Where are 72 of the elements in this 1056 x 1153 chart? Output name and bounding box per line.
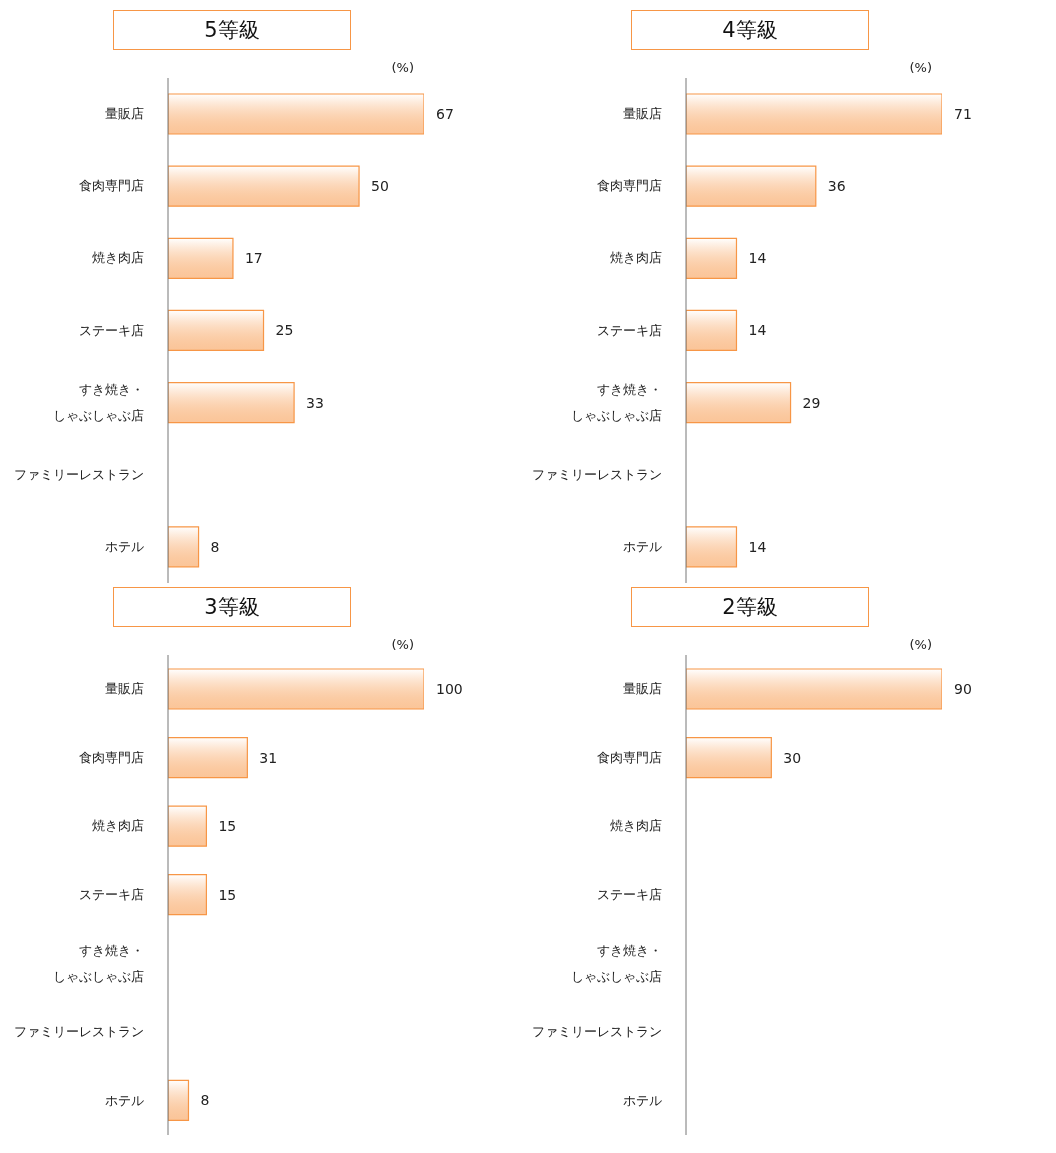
y-tick-label: ファミリーレストラン	[14, 1023, 144, 1039]
y-tick-label: 食肉専門店	[79, 177, 144, 193]
bar	[686, 237, 738, 279]
y-tick-label: すき焼き・しゃぶしゃぶ店	[571, 942, 662, 984]
y-tick-label: 食肉専門店	[597, 177, 662, 193]
bar	[168, 93, 424, 135]
data-label: 36	[827, 178, 846, 195]
bar	[686, 526, 738, 568]
text: (%)	[391, 637, 414, 652]
bar	[168, 526, 200, 568]
bar	[686, 309, 738, 352]
chart-title: 4等級	[631, 10, 869, 50]
y-tick-label: ステーキ店	[597, 322, 662, 337]
bar	[686, 165, 817, 207]
bar	[168, 668, 424, 710]
bar	[686, 381, 792, 424]
data-label: 29	[802, 394, 821, 411]
data-label: 90	[954, 680, 972, 697]
y-tick-label: 量販店	[623, 105, 662, 121]
y-tick-label: ファミリーレストラン	[532, 466, 662, 482]
text: (%)	[391, 60, 414, 75]
data-label: 14	[748, 322, 767, 339]
chart-title: 5等級	[113, 10, 351, 50]
data-label: 8	[210, 538, 220, 555]
y-tick-label: ホテル	[623, 1092, 662, 1108]
y-tick-label: 焼き肉店	[610, 249, 662, 265]
data-label: 14	[748, 250, 767, 267]
y-tick-label: ステーキ店	[79, 886, 144, 902]
y-tick-label: 量販店	[623, 680, 662, 696]
y-tick-label: すき焼き・しゃぶしゃぶ店	[53, 381, 144, 423]
y-tick-label: ファミリーレストラン	[532, 1023, 662, 1039]
bar	[168, 805, 207, 847]
data-label: 71	[954, 105, 972, 122]
bar	[168, 165, 360, 207]
data-label: 50	[371, 178, 389, 195]
y-tick-label: ホテル	[105, 1092, 144, 1108]
y-tick-label: 量販店	[105, 105, 144, 121]
data-label: 31	[259, 749, 278, 766]
data-label: 30	[783, 749, 802, 766]
bar	[168, 736, 248, 779]
data-label: 100	[436, 680, 463, 697]
bar	[168, 237, 234, 279]
data-label: 33	[306, 394, 324, 411]
y-tick-label: 焼き肉店	[610, 817, 662, 833]
chart-title: 2等級	[631, 587, 869, 627]
y-tick-label: 焼き肉店	[92, 249, 144, 265]
y-tick-label: ステーキ店	[597, 886, 662, 902]
data-label: 15	[218, 886, 237, 903]
y-tick-label: ファミリーレストラン	[14, 466, 144, 482]
y-tick-label: ステーキ店	[79, 322, 144, 337]
bar	[168, 381, 295, 424]
y-tick-label: すき焼き・しゃぶしゃぶ店	[571, 381, 662, 423]
text: (%)	[909, 60, 932, 75]
data-label: 17	[244, 250, 263, 267]
bar	[168, 874, 207, 916]
y-tick-label: 食肉専門店	[597, 749, 662, 765]
bar	[168, 309, 265, 352]
y-tick-label: ホテル	[105, 538, 144, 554]
y-tick-label: 焼き肉店	[92, 817, 144, 833]
data-label: 67	[436, 105, 454, 122]
bar	[686, 93, 942, 135]
text: (%)	[909, 637, 932, 652]
data-label: 15	[218, 818, 237, 835]
data-label: 8	[200, 1092, 210, 1109]
bar	[168, 1079, 190, 1122]
chart-title: 3等級	[113, 587, 351, 627]
y-tick-label: 量販店	[105, 680, 144, 696]
y-tick-label: すき焼き・しゃぶしゃぶ店	[53, 942, 144, 984]
y-tick-label: ホテル	[623, 538, 662, 554]
y-tick-label: 食肉専門店	[79, 749, 144, 765]
data-label: 14	[748, 538, 767, 555]
data-label: 25	[275, 322, 294, 339]
